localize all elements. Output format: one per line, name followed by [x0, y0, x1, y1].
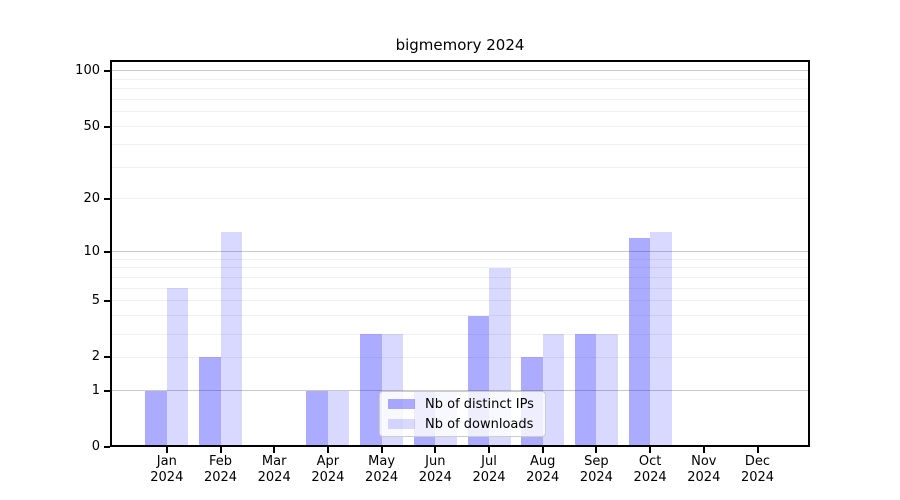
y-tick-20: [104, 197, 110, 200]
minor-gridline-y-5: [110, 300, 810, 302]
minor-gridline-y-90: [110, 78, 810, 80]
x-tick-apr-2024: [326, 447, 329, 453]
minor-gridline-y-2: [110, 356, 810, 358]
x-tick-label-jul-2024: Jul 2024: [472, 454, 506, 485]
x-tick-label-dec-2024: Dec 2024: [740, 454, 775, 485]
legend-item-distinct-ips: Nb of distinct IPs: [388, 397, 537, 412]
legend-label-distinct-ips: Nb of distinct IPs: [425, 396, 534, 412]
x-tick-mar-2024: [273, 447, 276, 453]
x-tick-oct-2024: [649, 447, 652, 453]
bar-downloads-jan-2024: [166, 288, 189, 447]
plot-area: [110, 60, 810, 447]
x-tick-label-mar-2024: Mar 2024: [257, 454, 291, 485]
minor-gridline-y-6: [110, 287, 810, 289]
x-tick-label-aug-2024: Aug 2024: [526, 454, 560, 485]
x-tick-jun-2024: [434, 447, 437, 453]
y-tick-label-50: 50: [83, 118, 100, 134]
legend: Nb of distinct IPs Nb of downloads: [379, 391, 546, 437]
x-tick-label-jan-2024: Jan 2024: [150, 454, 184, 485]
major-gridline-y-1: [110, 390, 810, 391]
bar-downloads-sep-2024: [596, 334, 618, 447]
major-gridline-y-100: [110, 70, 810, 72]
y-tick-0: [104, 446, 110, 448]
y-tick-label-10: 10: [83, 243, 100, 259]
minor-gridline-y-7: [110, 277, 810, 279]
y-tick-label-2: 2: [91, 349, 100, 365]
x-tick-jan-2024: [165, 447, 168, 453]
y-tick-label-1: 1: [91, 382, 100, 398]
y-tick-5: [104, 299, 110, 302]
bar-distinct-ips-apr-2024: [306, 390, 328, 447]
minor-gridline-y-20: [110, 198, 810, 200]
x-tick-dec-2024: [756, 447, 759, 453]
y-tick-100: [104, 69, 110, 72]
y-tick-2: [104, 356, 110, 359]
y-tick-label-0: 0: [91, 439, 100, 454]
bar-distinct-ips-sep-2024: [574, 334, 597, 447]
minor-gridline-y-9: [110, 258, 810, 260]
x-tick-label-feb-2024: Feb 2024: [203, 454, 238, 485]
x-tick-label-nov-2024: Nov 2024: [687, 454, 721, 485]
x-tick-label-apr-2024: Apr 2024: [311, 454, 345, 485]
x-tick-label-jun-2024: Jun 2024: [418, 454, 452, 485]
minor-gridline-y-80: [110, 88, 810, 90]
legend-swatch-downloads: [388, 419, 415, 429]
bar-downloads-apr-2024: [327, 390, 350, 447]
bar-distinct-ips-oct-2024: [628, 237, 651, 447]
bar-downloads-oct-2024: [650, 231, 672, 447]
x-tick-jul-2024: [488, 447, 490, 453]
legend-item-downloads: Nb of downloads: [388, 417, 537, 432]
y-tick-label-100: 100: [75, 62, 100, 78]
y-tick-50: [104, 125, 110, 128]
x-tick-label-may-2024: May 2024: [365, 454, 399, 485]
minor-gridline-y-30: [110, 166, 810, 168]
minor-gridline-y-4: [110, 315, 810, 317]
x-tick-nov-2024: [702, 447, 705, 453]
x-tick-label-oct-2024: Oct 2024: [633, 454, 667, 485]
x-tick-label-sep-2024: Sep 2024: [579, 454, 613, 485]
x-tick-sep-2024: [595, 447, 598, 453]
bar-distinct-ips-may-2024: [360, 334, 382, 447]
minor-gridline-y-70: [110, 99, 810, 101]
x-tick-feb-2024: [219, 447, 222, 453]
minor-gridline-y-8: [110, 267, 810, 269]
y-tick-label-5: 5: [91, 292, 100, 308]
minor-gridline-y-50: [110, 126, 810, 128]
major-gridline-y-10: [110, 251, 810, 253]
x-tick-may-2024: [380, 447, 383, 453]
minor-gridline-y-3: [110, 333, 810, 335]
bar-distinct-ips-jan-2024: [145, 390, 167, 447]
bar-downloads-aug-2024: [542, 334, 565, 447]
minor-gridline-y-60: [110, 111, 810, 113]
bar-downloads-feb-2024: [220, 231, 242, 447]
bar-distinct-ips-feb-2024: [199, 357, 221, 447]
legend-label-downloads: Nb of downloads: [425, 416, 534, 432]
y-tick-label-20: 20: [83, 190, 100, 206]
y-tick-10: [104, 250, 110, 253]
legend-swatch-distinct-ips: [388, 399, 415, 409]
chart-title: bigmemory 2024: [395, 36, 525, 54]
x-tick-aug-2024: [541, 447, 544, 453]
y-tick-1: [104, 389, 110, 392]
minor-gridline-y-40: [110, 143, 810, 145]
